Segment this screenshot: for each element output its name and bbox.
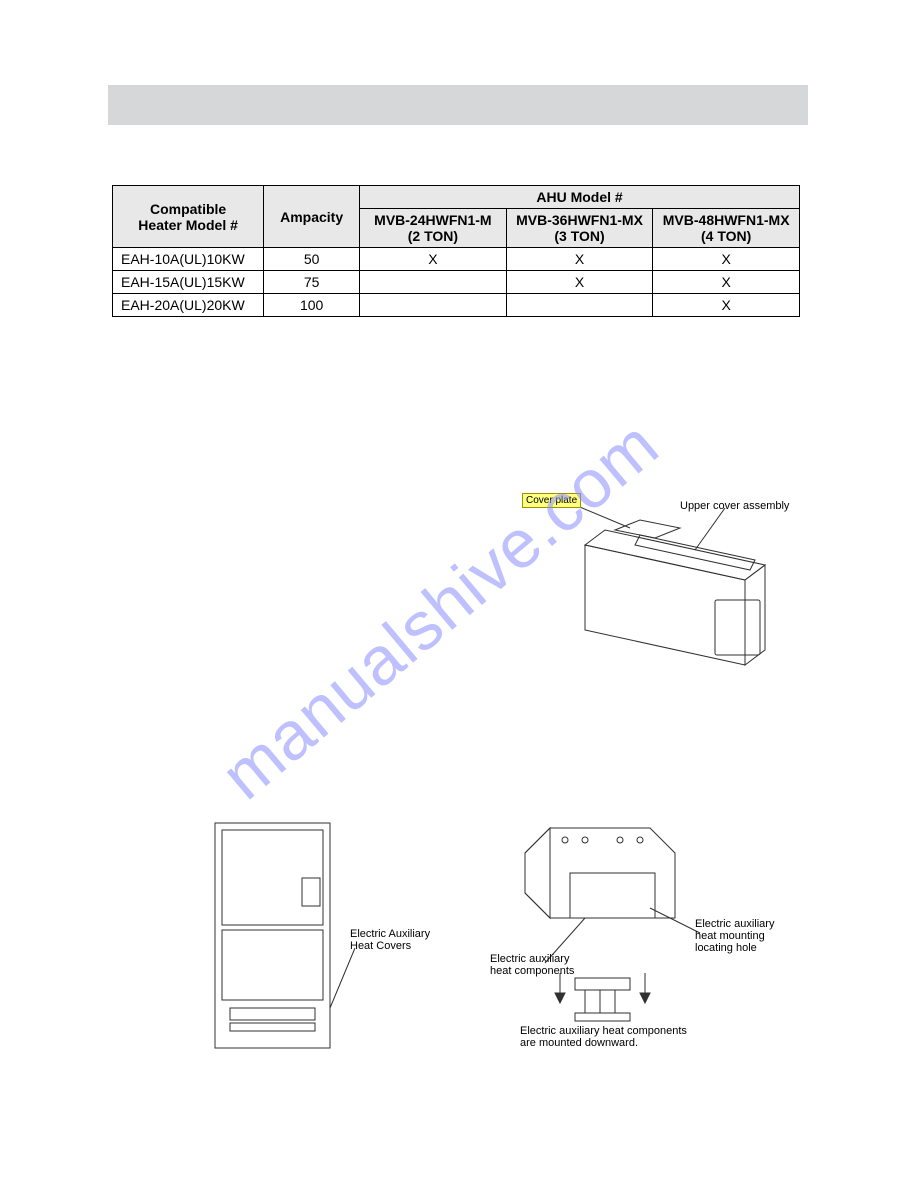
ahu-1-model: MVB-36HWFN1-MX [516,212,643,228]
label-heat-covers-l1: Electric Auxiliary [350,928,430,940]
cell-2-1 [360,294,507,317]
cell-2-3: X [653,294,800,317]
cell-1-3: X [653,271,800,294]
label-components-l2: heat components [490,965,574,977]
label-hole-l2: heat mounting [695,930,765,942]
cell-1-2: X [506,271,653,294]
header-heater-l1: Compatible [150,201,226,217]
header-bar [108,85,808,125]
cell-amp-2: 100 [264,294,360,317]
cell-amp-1: 75 [264,271,360,294]
table-row: EAH-15A(UL)15KW 75 X X [113,271,800,294]
table-header-ahu-0: MVB-24HWFN1-M (2 TON) [360,209,507,248]
cell-0-3: X [653,248,800,271]
label-cover-plate: Cover plate [522,494,581,506]
ahu-2-ton: (4 TON) [701,228,751,244]
cell-heater-1: EAH-15A(UL)15KW [113,271,264,294]
label-components: Electric auxiliary heat components [490,953,580,977]
diagram-heat-components: Electric auxiliary heat components Elect… [490,818,790,1058]
label-hole-l3: locating hole [695,942,757,954]
table-header-ahu-2: MVB-48HWFN1-MX (4 TON) [653,209,800,248]
diagram-cover-assembly: Cover plate Upper cover assembly [480,490,800,690]
cell-0-2: X [506,248,653,271]
label-upper-cover: Upper cover assembly [680,500,789,512]
cell-2-2 [506,294,653,317]
cell-amp-0: 50 [264,248,360,271]
cell-heater-0: EAH-10A(UL)10KW [113,248,264,271]
table-header-ampacity: Ampacity [264,186,360,248]
diagram-heat-covers: Electric Auxiliary Heat Covers [210,818,440,1058]
label-cover-plate-text: Cover plate [522,493,581,508]
label-locating-hole: Electric auxiliary heat mounting locatin… [695,918,785,954]
header-heater-l2: Heater Model # [138,217,238,233]
cover-assembly-svg [480,490,800,690]
compatibility-table: Compatible Heater Model # Ampacity AHU M… [112,185,800,317]
cell-0-1: X [360,248,507,271]
ahu-1-ton: (3 TON) [554,228,604,244]
table-row: EAH-20A(UL)20KW 100 X [113,294,800,317]
label-heat-covers-l2: Heat Covers [350,940,411,952]
label-bottom-l1: Electric auxiliary heat components [520,1025,687,1037]
ahu-0-model: MVB-24HWFN1-M [374,212,491,228]
table-header-ahu: AHU Model # [360,186,800,209]
label-mounted-downward: Electric auxiliary heat components are m… [520,1025,740,1049]
ahu-2-model: MVB-48HWFN1-MX [663,212,790,228]
label-bottom-l2: are mounted downward. [520,1037,638,1049]
ahu-0-ton: (2 TON) [408,228,458,244]
label-heat-covers: Electric Auxiliary Heat Covers [350,928,430,952]
label-components-l1: Electric auxiliary [490,953,569,965]
table-header-heater: Compatible Heater Model # [113,186,264,248]
table-header-ahu-1: MVB-36HWFN1-MX (3 TON) [506,209,653,248]
cell-1-1 [360,271,507,294]
cell-heater-2: EAH-20A(UL)20KW [113,294,264,317]
table-row: EAH-10A(UL)10KW 50 X X X [113,248,800,271]
label-hole-l1: Electric auxiliary [695,918,774,930]
